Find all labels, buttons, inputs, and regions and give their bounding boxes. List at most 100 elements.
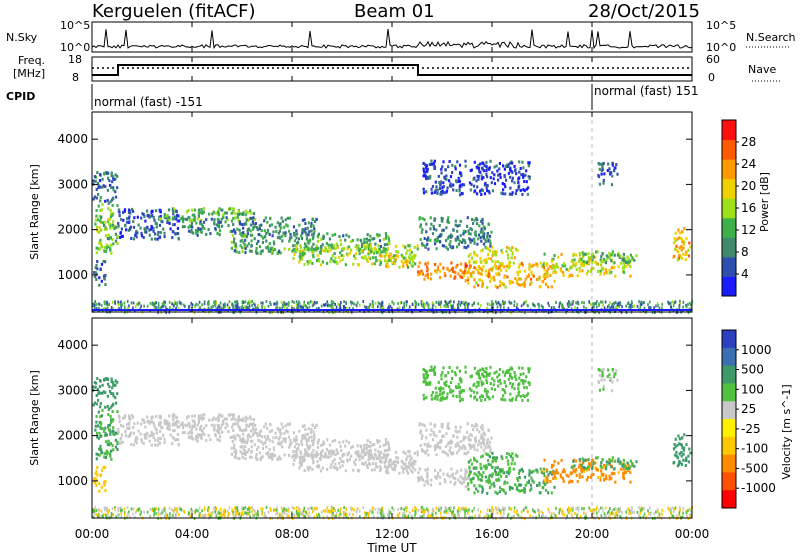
velocity-cell xyxy=(253,430,257,434)
power-cell xyxy=(356,263,360,266)
velocity-cell xyxy=(226,424,229,428)
power-cell xyxy=(211,212,214,216)
velocity-cell xyxy=(305,451,309,455)
velocity-cell xyxy=(218,439,221,443)
power-cell xyxy=(478,170,481,174)
velocity-cell xyxy=(342,440,345,444)
velocity-cell xyxy=(340,459,343,463)
velocity-cell xyxy=(590,476,593,479)
power-cell xyxy=(524,173,527,177)
power-cell xyxy=(95,209,98,212)
power-cell xyxy=(373,237,376,241)
velocity-cell xyxy=(491,465,494,469)
velocity-cell xyxy=(607,368,610,372)
power-cell xyxy=(120,303,122,307)
velocity-cell xyxy=(465,477,468,481)
velocity-cell xyxy=(267,436,270,440)
power-cell xyxy=(255,251,258,255)
power-cell xyxy=(612,305,615,309)
velocity-cell xyxy=(107,407,110,411)
velocity-cell xyxy=(611,456,614,460)
power-cell xyxy=(611,250,614,254)
power-cell xyxy=(580,257,583,261)
velocity-cell xyxy=(461,389,464,393)
power-cell xyxy=(515,281,518,285)
power-cell xyxy=(619,303,622,306)
velocity-cell xyxy=(541,485,544,489)
power-cell xyxy=(441,217,444,221)
velocity-cell xyxy=(284,437,287,441)
velocity-cell xyxy=(201,416,204,420)
power-cell xyxy=(270,303,272,307)
velocity-cell xyxy=(594,461,597,465)
power-cell xyxy=(419,238,422,241)
power-cell xyxy=(454,223,457,227)
velocity-cell xyxy=(480,474,483,478)
power-cell xyxy=(523,284,526,288)
velocity-cell xyxy=(434,469,437,472)
velocity-cell xyxy=(513,462,516,466)
velocity-cell xyxy=(110,391,113,395)
velocity-cell xyxy=(595,468,598,472)
power-cell xyxy=(446,236,449,240)
power-cell xyxy=(607,162,610,166)
power-cell xyxy=(233,244,236,248)
power-cell xyxy=(497,173,500,177)
velocity-cell xyxy=(473,456,476,460)
power-cell xyxy=(469,238,472,242)
power-cell xyxy=(473,266,476,270)
power-cell xyxy=(488,239,492,243)
velocity-cell xyxy=(468,387,472,391)
velocity-cell xyxy=(508,487,512,491)
power-cell xyxy=(101,221,104,225)
power-cell xyxy=(321,243,324,247)
power-cell xyxy=(456,160,459,164)
power-cell xyxy=(392,302,395,306)
velocity-cell xyxy=(374,462,377,465)
power-cell xyxy=(454,275,457,279)
velocity-cell xyxy=(266,434,269,438)
power-cell xyxy=(106,188,109,192)
power-cell xyxy=(248,227,251,231)
power-cell xyxy=(523,180,526,183)
power-cell xyxy=(422,168,425,172)
power-cell xyxy=(435,240,438,243)
power-cell xyxy=(629,303,631,307)
velocity-cell xyxy=(509,392,512,396)
power-cell xyxy=(438,224,441,227)
power-cell xyxy=(239,244,242,248)
power-cell xyxy=(95,196,98,200)
velocity-cell xyxy=(441,423,444,427)
power-cell xyxy=(391,300,393,304)
power-cell xyxy=(545,282,548,286)
velocity-cell xyxy=(247,448,250,452)
power-cell xyxy=(310,247,313,251)
velocity-cell xyxy=(383,460,386,464)
velocity-cell xyxy=(177,442,180,446)
velocity-cell xyxy=(473,447,476,451)
velocity-cell xyxy=(336,468,339,471)
velocity-cell xyxy=(631,462,634,466)
power-cell xyxy=(408,260,411,264)
velocity-cell xyxy=(375,457,379,461)
power-cell xyxy=(96,260,99,263)
power-cell xyxy=(348,251,351,255)
velocity-cell xyxy=(297,443,301,447)
power-cell xyxy=(443,191,446,195)
power-cell xyxy=(481,221,484,225)
velocity-cell xyxy=(423,424,426,428)
power-cell xyxy=(681,240,684,244)
velocity-cell xyxy=(496,466,499,470)
power-cell xyxy=(438,187,442,190)
power-cell xyxy=(379,245,382,248)
power-cell xyxy=(239,212,242,216)
velocity-cell xyxy=(485,370,488,374)
power-cell xyxy=(688,307,691,311)
power-cell xyxy=(462,232,465,236)
power-cell xyxy=(543,268,546,272)
velocity-cell xyxy=(516,454,519,458)
power-cell xyxy=(682,242,685,246)
power-cell xyxy=(272,240,275,244)
velocity-cell xyxy=(223,417,226,421)
power-cell xyxy=(388,252,391,256)
